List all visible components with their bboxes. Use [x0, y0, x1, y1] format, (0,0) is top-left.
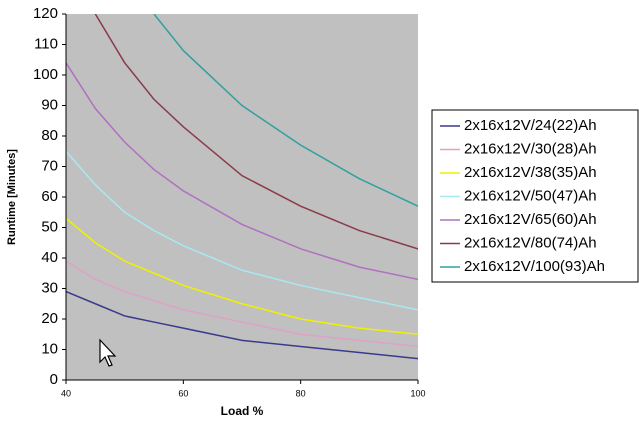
y-axis-label: Runtime [Minutes] — [6, 149, 18, 245]
y-tick-label: 90 — [41, 96, 58, 113]
y-tick-label: 0 — [50, 371, 58, 388]
y-tick-label: 10 — [41, 340, 58, 357]
plot-area — [66, 14, 418, 380]
series-line — [66, 290, 418, 360]
series-line — [66, 260, 418, 348]
cursor — [99, 338, 117, 367]
series-line — [66, 62, 418, 281]
y-tick-label: 60 — [41, 188, 58, 205]
x-tick-label: 40 — [61, 388, 71, 398]
y-tick-label: 30 — [41, 279, 58, 296]
x-tick-label: 100 — [410, 388, 425, 398]
x-axis-label: Load % — [221, 404, 264, 418]
series-line — [94, 14, 418, 250]
legend-label: 2x16x12V/30(28)Ah — [464, 140, 597, 157]
legend-label: 2x16x12V/65(60)Ah — [464, 211, 597, 228]
legend-label: 2x16x12V/100(93)Ah — [464, 258, 605, 275]
series-line — [66, 217, 418, 335]
x-tick-label: 60 — [178, 388, 188, 398]
x-tick-label: 80 — [296, 388, 306, 398]
y-tick-label: 20 — [41, 310, 58, 327]
y-tick-label: 70 — [41, 157, 58, 174]
y-tick-label: 100 — [33, 66, 58, 83]
y-tick-label: 80 — [41, 127, 58, 144]
legend-label: 2x16x12V/80(74)Ah — [464, 234, 597, 251]
legend-label: 2x16x12V/38(35)Ah — [464, 164, 597, 181]
legend-label: 2x16x12V/24(22)Ah — [464, 117, 597, 134]
series-line — [66, 150, 418, 311]
y-tick-label: 110 — [34, 35, 58, 52]
y-tick-label: 40 — [41, 249, 58, 266]
legend-box — [431, 109, 639, 283]
y-tick-label: 120 — [33, 5, 58, 22]
series-line — [153, 14, 418, 207]
legend-label: 2x16x12V/50(47)Ah — [464, 187, 597, 204]
y-tick-label: 50 — [41, 218, 58, 235]
